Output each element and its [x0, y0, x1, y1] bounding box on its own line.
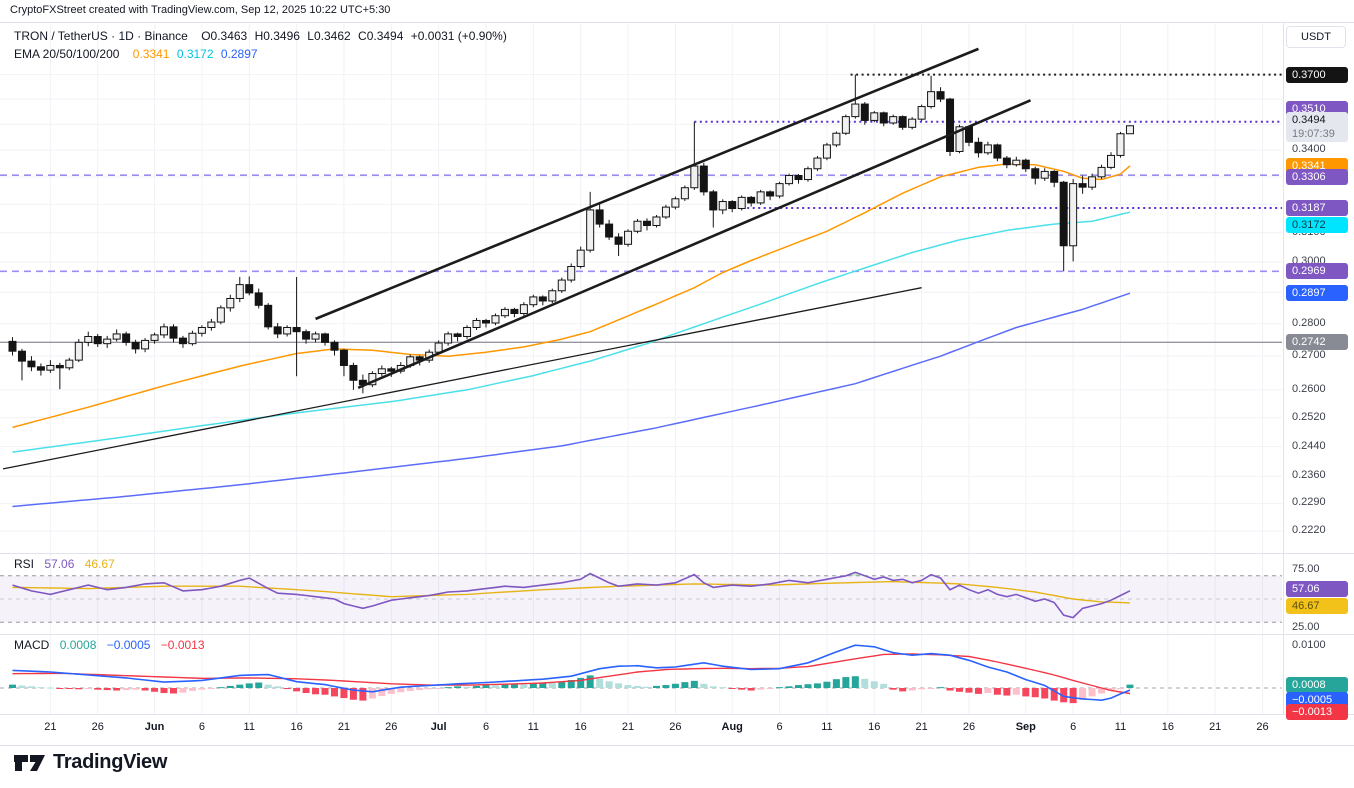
rsi-value-badge: 46.67 [1286, 597, 1348, 614]
current-price-value: 0.3494 [1292, 113, 1326, 126]
ohlc-high: H0.3496 [254, 29, 300, 43]
macd-signal-value: −0.0013 [160, 638, 205, 652]
macd-hist-value: 0.0008 [59, 638, 97, 652]
currency-unit-button[interactable]: USDT [1286, 26, 1346, 48]
rsi-axis-label: 25.00 [1292, 621, 1320, 633]
time-axis-label[interactable]: 6 [198, 721, 205, 733]
ema50-value: 0.3172 [176, 47, 214, 61]
time-axis-label[interactable]: Jun [144, 721, 165, 733]
ohlc-change: +0.0031 (+0.90%) [410, 29, 507, 43]
support-trendline [2, 287, 922, 470]
time-axis-label[interactable]: 16 [1161, 721, 1174, 733]
macd-value-badge: −0.0005 [1286, 692, 1348, 709]
macd-axis-label: 0.0100 [1292, 639, 1326, 651]
price-axis-label: 0.2600 [1292, 382, 1326, 395]
price-level-badge: 0.2969 [1286, 263, 1348, 280]
time-axis-label[interactable]: 11 [821, 721, 833, 733]
price-level-badge: 0.3306 [1286, 169, 1348, 186]
price-level-badge: 0.3700 [1286, 66, 1348, 83]
tradingview-logo-text[interactable]: TradingView [53, 751, 168, 773]
price-axis-label: 0.2800 [1292, 316, 1326, 329]
price-level-badge: 0.2897 [1286, 285, 1348, 302]
price-axis-label: 0.2360 [1292, 469, 1326, 482]
price-axis-label: 0.3400 [1292, 143, 1326, 156]
price-axis-label: 0.2290 [1292, 496, 1326, 509]
ema20-value: 0.3341 [132, 47, 170, 61]
ohlc-low: L0.3462 [307, 29, 351, 43]
price-axis-label: 0.2220 [1292, 524, 1326, 537]
channel-upper-line [315, 47, 979, 321]
macd-label[interactable]: MACD [14, 638, 50, 652]
time-axis-label[interactable]: Sep [1015, 721, 1036, 733]
rsi-value-badge: 57.06 [1286, 580, 1348, 597]
rsi-ma-value: 46.67 [84, 557, 115, 571]
time-axis-label[interactable]: 26 [385, 721, 398, 733]
price-level-badge: 0.2742 [1286, 334, 1348, 351]
ema-row: EMA 20/50/100/200 0.3341 0.3172 0.2897 [14, 45, 511, 63]
ohlc-close: C0.3494 [358, 29, 404, 43]
time-axis-label[interactable]: 26 [91, 721, 104, 733]
time-axis-label[interactable]: 16 [868, 721, 881, 733]
macd-line-value: −0.0005 [106, 638, 151, 652]
time-axis-label[interactable]: Jul [430, 721, 447, 733]
time-axis-label[interactable]: 21 [915, 721, 928, 733]
bar-countdown: 19:07:39 [1292, 127, 1335, 140]
time-axis-label[interactable]: 16 [290, 721, 303, 733]
ohlc-open: O0.3463 [201, 29, 248, 43]
time-axis-label[interactable]: 26 [1256, 721, 1269, 733]
macd-line [12, 644, 1131, 702]
time-axis-label[interactable]: 21 [44, 721, 57, 733]
time-axis-label[interactable]: 6 [1070, 721, 1077, 733]
time-axis-label[interactable]: 21 [621, 721, 635, 733]
symbol-row: TRON / TetherUS · 1D · Binance O0.3463 H… [14, 27, 511, 45]
symbol-title[interactable]: TRON / TetherUS · 1D · Binance [14, 29, 188, 43]
ema200-value: 0.2897 [220, 47, 258, 61]
price-level-badge: 0.3172 [1286, 217, 1348, 234]
time-axis-label[interactable]: 16 [574, 721, 587, 733]
time-axis-label[interactable]: 6 [776, 721, 783, 733]
ema-label[interactable]: EMA 20/50/100/200 [14, 47, 120, 61]
rsi-pane [0, 571, 1282, 623]
rsi-line [12, 571, 1131, 619]
time-axis-label[interactable]: 6 [482, 721, 490, 733]
time-axis-label[interactable]: 21 [337, 721, 351, 733]
rsi-axis-label: 75.00 [1292, 563, 1320, 575]
time-axis-label[interactable]: 11 [527, 721, 540, 733]
tradingview-footer: TradingView [14, 751, 167, 774]
ema200-line [12, 292, 1131, 508]
price-pane [0, 47, 1282, 532]
rsi-legend: RSI 57.06 46.67 [14, 557, 122, 571]
rsi-label[interactable]: RSI [14, 557, 35, 571]
price-axis-label: 0.2520 [1292, 410, 1326, 423]
time-axis-label[interactable]: Aug [721, 721, 743, 733]
price-level-badge: 0.3187 [1286, 199, 1348, 216]
time-axis-label[interactable]: 21 [1209, 721, 1222, 733]
price-axis-label: 0.2700 [1292, 349, 1326, 362]
channel-lower-line [357, 99, 1032, 390]
macd-legend: MACD 0.0008 −0.0005 −0.0013 [14, 638, 212, 652]
macd-pane [0, 644, 1282, 704]
macd-value-badge: −0.0013 [1286, 704, 1348, 721]
time-axis-label[interactable]: 26 [962, 721, 976, 733]
tradingview-logo-icon[interactable] [14, 752, 46, 774]
current-price-badge: 0.3494 19:07:39 [1286, 111, 1348, 142]
ema50-line [12, 211, 1131, 453]
price-axis-label: 0.2440 [1292, 439, 1326, 452]
ema20-line [12, 163, 1131, 429]
rsi-value: 57.06 [44, 557, 75, 571]
macd-value-badge: 0.0008 [1286, 676, 1348, 693]
attribution-text: CryptoFXStreet created with TradingView.… [10, 4, 391, 16]
symbol-legend: TRON / TetherUS · 1D · Binance O0.3463 H… [14, 27, 511, 63]
time-axis-label[interactable]: 26 [669, 721, 682, 733]
time-axis-label[interactable]: 11 [1114, 721, 1127, 733]
panel-separators [0, 22, 1354, 746]
time-axis-label[interactable]: 11 [243, 721, 255, 733]
candles-layer [8, 74, 1134, 394]
